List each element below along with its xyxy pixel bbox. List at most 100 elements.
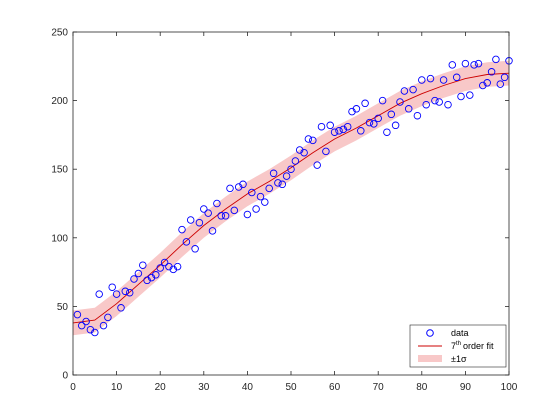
data-point: [239, 180, 247, 189]
y-tick-label: 50: [57, 302, 69, 313]
data-point: [461, 59, 470, 68]
data-point: [156, 264, 164, 272]
data-point: [343, 122, 352, 131]
data-point: [326, 121, 334, 130]
data-point: [278, 180, 287, 189]
data-point: [134, 269, 143, 278]
data-point: [104, 313, 112, 322]
x-tick-label: 70: [373, 382, 385, 393]
data-point: [361, 99, 369, 108]
data-point: [370, 120, 378, 128]
data-point: [73, 310, 82, 319]
confidence-band-layer: [73, 60, 509, 336]
data-point: [204, 209, 212, 217]
data-point: [387, 110, 396, 119]
data-point: [492, 55, 500, 64]
data-point: [152, 271, 160, 279]
data-point: [452, 73, 461, 82]
data-point: [143, 276, 151, 285]
legend-marker-band: [418, 355, 442, 362]
data-point: [409, 85, 417, 94]
data-point: [91, 328, 99, 337]
data-point: [483, 79, 491, 87]
legend-marker-data: [426, 329, 434, 337]
data-point: [422, 100, 430, 109]
data-point: [226, 184, 234, 193]
data-point: [112, 290, 121, 298]
legend-label-data: data: [451, 328, 469, 338]
axis-ticks-layer: 0 10 20 30 40 50 60 70 80 90 100 0 50 100 150 200 250: [51, 28, 517, 394]
y-tick-label: 100: [51, 233, 68, 244]
data-point: [265, 184, 273, 193]
data-point: [400, 87, 409, 95]
data-point: [383, 128, 391, 136]
data-point: [252, 205, 260, 213]
y-tick-label: 200: [51, 96, 68, 107]
data-point: [474, 59, 483, 68]
x-tick-label: 30: [198, 382, 210, 393]
data-point: [413, 111, 422, 120]
legend: data 7th order fit ±1σ: [409, 324, 507, 368]
data-point: [77, 321, 86, 330]
data-point: [391, 121, 400, 130]
data-point: [404, 105, 413, 113]
data-point: [335, 127, 343, 135]
data-point: [470, 61, 478, 69]
x-tick-label: 20: [155, 382, 167, 393]
data-point: [309, 136, 317, 145]
x-tick-label: 50: [285, 382, 297, 393]
data-point: [121, 287, 130, 296]
data-point: [357, 127, 365, 135]
data-point: [191, 245, 199, 253]
data-point: [365, 118, 374, 127]
legend-label-band: ±1σ: [451, 354, 467, 364]
x-tick-label: 60: [329, 382, 341, 393]
data-point: [256, 192, 265, 201]
data-point: [378, 96, 387, 105]
data-point: [178, 225, 186, 234]
y-tick-label: 150: [51, 165, 68, 176]
data-point: [322, 147, 330, 156]
data-point: [352, 105, 361, 113]
x-tick-label: 10: [111, 382, 123, 393]
x-tick-label: 0: [70, 382, 76, 393]
data-point: [317, 122, 326, 131]
data-point: [487, 68, 496, 76]
data-point: [195, 218, 204, 227]
data-point: [479, 81, 487, 90]
data-point: [160, 258, 169, 267]
data-point: [431, 96, 439, 105]
data-point: [439, 76, 448, 84]
data-point: [125, 288, 134, 297]
data-point: [261, 198, 269, 206]
data-point: [444, 100, 452, 109]
data-point: [269, 169, 278, 178]
data-point: [287, 165, 295, 173]
data-point: [217, 212, 225, 220]
data-point: [213, 199, 221, 208]
data-point: [435, 98, 443, 106]
fit-line: [72, 72, 510, 324]
data-point: [139, 261, 147, 269]
x-tick-label: 80: [416, 382, 428, 393]
data-point: [234, 183, 243, 191]
data-point: [282, 172, 291, 180]
data-point: [248, 188, 256, 197]
x-tick-label: 100: [501, 382, 518, 393]
data-point: [295, 146, 304, 154]
data-point: [130, 275, 138, 283]
data-point: [182, 238, 191, 246]
data-point: [330, 128, 339, 136]
data-point: [274, 179, 282, 187]
data-point: [221, 212, 230, 220]
data-point: [426, 74, 435, 83]
legend-fit-superscript: th: [456, 341, 461, 347]
data-point: [200, 205, 208, 213]
legend-label-fit: 7th order fit: [451, 341, 494, 351]
data-point: [500, 73, 509, 82]
y-tick-label: 0: [62, 371, 68, 382]
y-tick-label: 250: [51, 28, 68, 39]
data-point: [173, 262, 182, 271]
data-point: [243, 210, 252, 219]
